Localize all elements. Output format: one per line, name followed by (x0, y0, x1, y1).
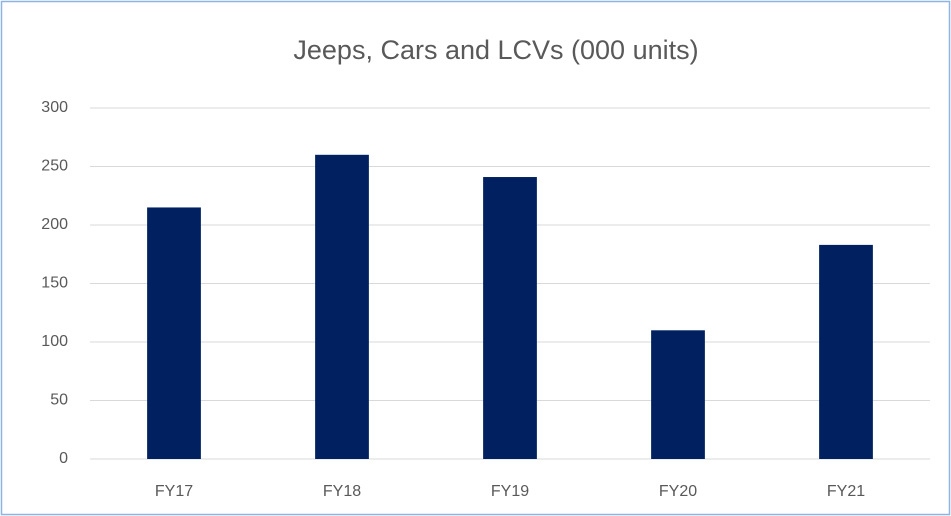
y-tick-label: 100 (41, 333, 68, 350)
x-tick-label: FY20 (659, 483, 697, 500)
y-tick-label: 50 (50, 392, 68, 409)
y-tick-label: 200 (41, 216, 68, 233)
bar (147, 207, 201, 459)
chart-title: Jeeps, Cars and LCVs (000 units) (293, 35, 698, 65)
x-tick-label: FY21 (827, 483, 865, 500)
x-tick-label: FY17 (155, 483, 193, 500)
bar (819, 244, 873, 459)
x-tick-label: FY19 (491, 483, 529, 500)
bar (483, 177, 537, 459)
y-tick-label: 150 (41, 275, 68, 292)
y-tick-label: 0 (59, 450, 68, 467)
y-tick-label: 300 (41, 99, 68, 116)
bar (315, 154, 369, 460)
bar (651, 330, 705, 459)
x-tick-label: FY18 (323, 483, 361, 500)
y-tick-label: 250 (41, 158, 68, 175)
